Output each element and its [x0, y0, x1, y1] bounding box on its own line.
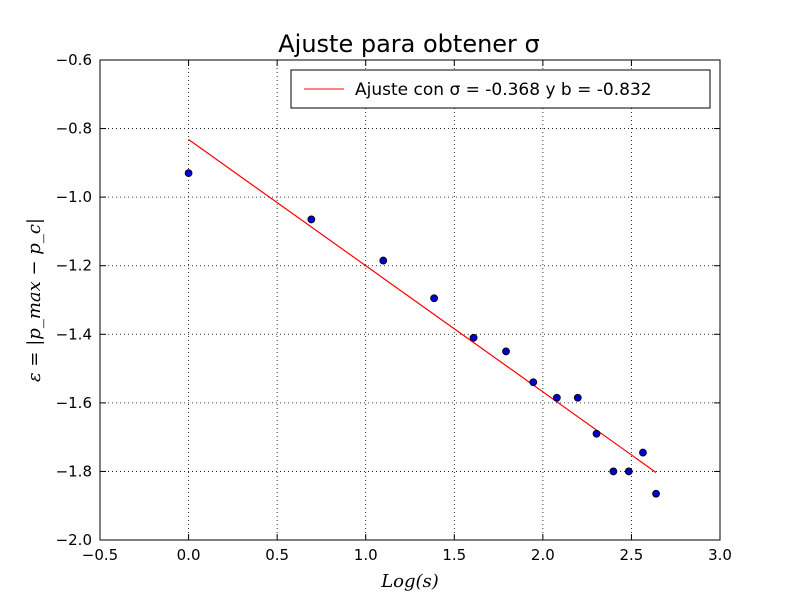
data-point — [307, 215, 316, 224]
y-tick-label: −1.4 — [56, 325, 92, 343]
x-tick-label: 0.0 — [177, 546, 201, 564]
y-tick-label: −1.8 — [56, 462, 92, 480]
data-points — [184, 169, 660, 498]
data-point — [639, 448, 647, 457]
data-point — [502, 347, 510, 356]
fit-line-layer — [188, 139, 657, 473]
data-point — [430, 294, 438, 303]
x-tick-label: 2.5 — [619, 546, 643, 564]
y-tick-label: −1.2 — [56, 257, 92, 275]
data-point — [379, 256, 388, 265]
legend: Ajuste con σ = -0.368 y b = -0.832 — [290, 69, 711, 109]
fit-line — [188, 139, 657, 473]
data-point — [529, 378, 538, 387]
chart-title: Ajuste para obtener σ — [278, 30, 540, 58]
data-point — [469, 333, 478, 342]
x-tick-label: −0.5 — [82, 546, 118, 564]
x-tick-label: 1.0 — [354, 546, 378, 564]
legend-entry-label: Ajuste con σ = -0.368 y b = -0.832 — [355, 80, 652, 100]
data-point — [573, 393, 582, 402]
data-point — [652, 489, 660, 498]
data-point — [592, 429, 601, 438]
y-tick-label: −0.8 — [56, 120, 92, 138]
x-tick-label: 0.5 — [265, 546, 289, 564]
x-axis-label: Log(s) — [380, 571, 439, 592]
x-tick-label: 1.5 — [442, 546, 466, 564]
y-tick-label: −2.0 — [56, 531, 92, 549]
plot-frame — [99, 59, 721, 541]
data-point — [624, 467, 633, 476]
y-tick-label: −0.6 — [56, 51, 92, 69]
legend-box — [290, 69, 711, 109]
data-point — [552, 393, 561, 402]
y-tick-label: −1.6 — [56, 394, 92, 412]
y-axis-label: ε = |p_max − p_c| — [24, 218, 45, 382]
ticks: −0.5 0.0 0.5 1.0 1.5 2.0 2.5 3.0 −0.6 −0.8 −1.0 −1.… — [56, 51, 732, 564]
x-tick-label: 2.0 — [531, 546, 555, 564]
data-point — [609, 467, 618, 476]
x-tick-label: 3.0 — [708, 546, 732, 564]
y-tick-label: −1.0 — [56, 188, 92, 206]
data-point — [184, 169, 193, 178]
